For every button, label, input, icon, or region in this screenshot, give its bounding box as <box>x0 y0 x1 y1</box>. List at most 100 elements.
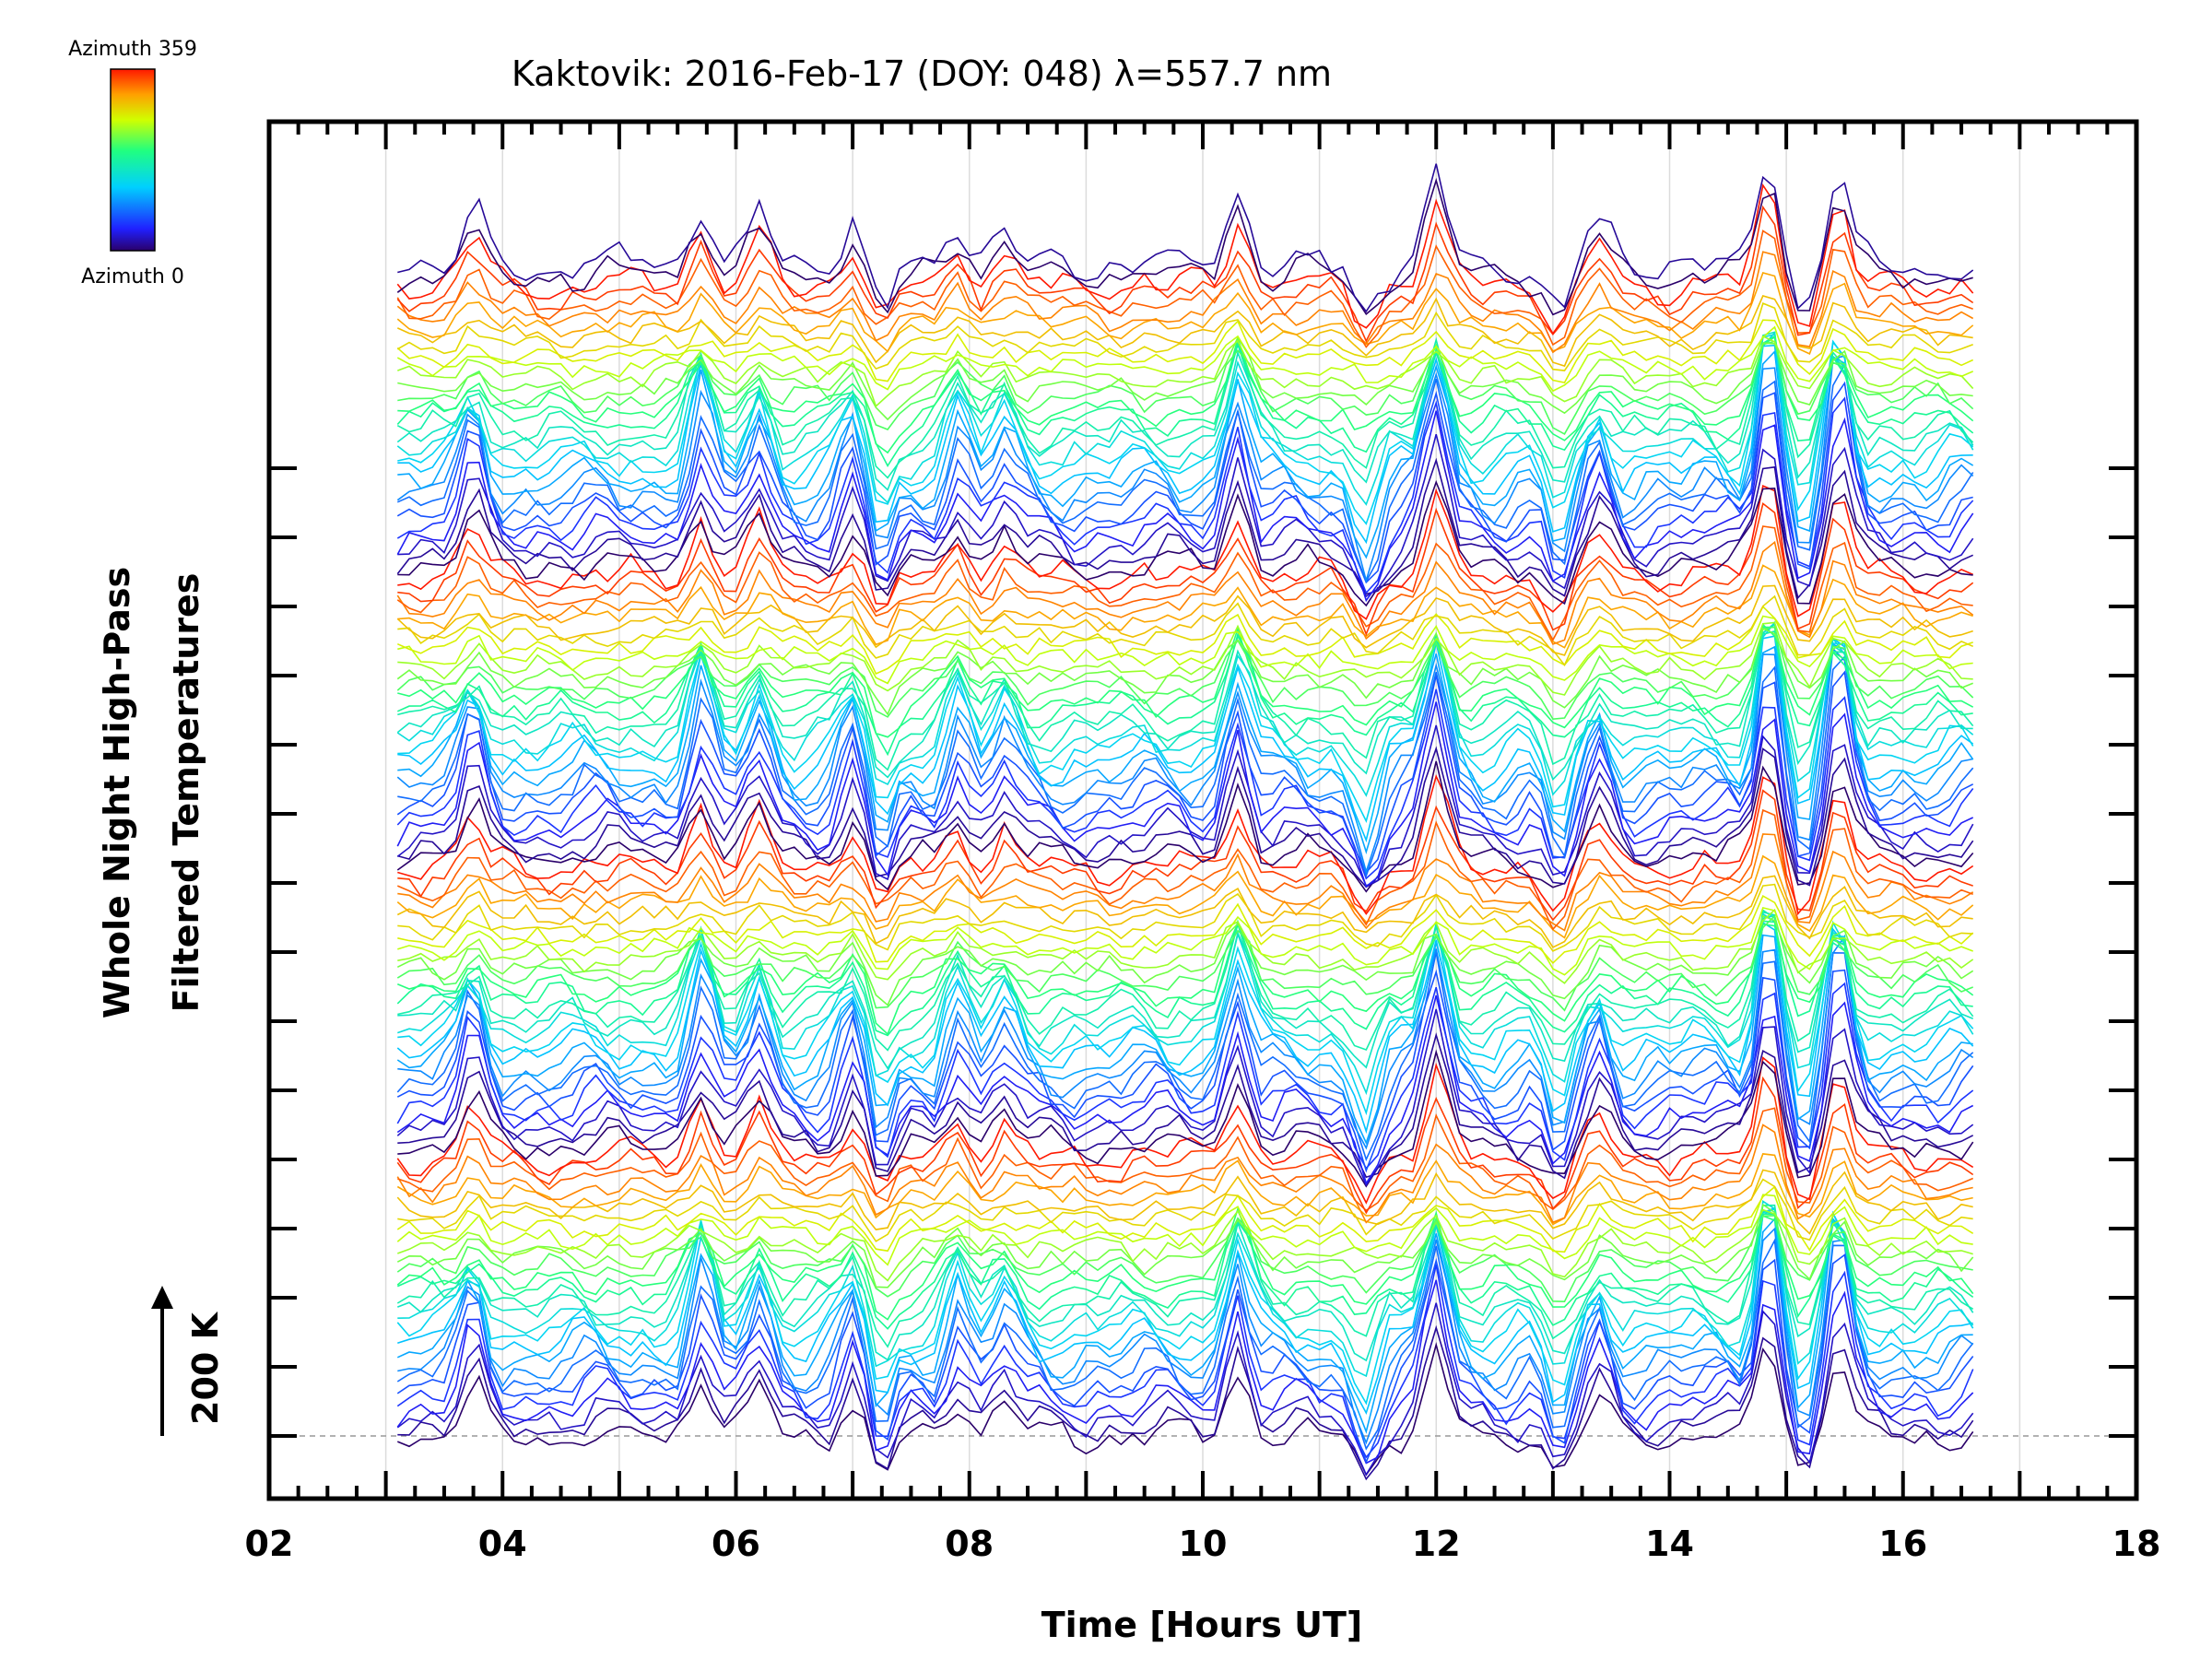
series-line-az-106 <box>397 643 1974 855</box>
series-line-az-93 <box>397 1227 1974 1445</box>
series-line-az-346 <box>397 789 1973 922</box>
series-line-az-40 <box>396 410 1974 603</box>
series-line-az-199 <box>397 335 1974 454</box>
series-line-az-106 <box>397 349 1974 559</box>
x-tick-label: 02 <box>245 1524 294 1564</box>
series-line-az-266 <box>397 894 1974 965</box>
series-line-az-186 <box>396 919 1973 1037</box>
series-line-az-239 <box>397 1208 1973 1282</box>
series-line-az-332 <box>396 525 1973 641</box>
series-line-az-306 <box>396 854 1974 939</box>
y-axis-label-line2: Filtered Temperatures <box>166 573 206 1013</box>
series-line-az-93 <box>397 934 1974 1150</box>
colorbar <box>110 68 156 252</box>
series-line-az-213 <box>396 1215 1973 1303</box>
series-line-az-66 <box>396 969 1974 1173</box>
series-line-az-319 <box>397 833 1974 932</box>
series-line-az-279 <box>397 883 1973 952</box>
series-line-az-213 <box>397 340 1974 435</box>
series-line-az-199 <box>396 1206 1974 1321</box>
series-line-az-253 <box>397 906 1973 976</box>
series-line-az-306 <box>396 272 1974 355</box>
series-line-az-133 <box>397 331 1974 525</box>
series-line-az-279 <box>396 302 1973 371</box>
series-line-az-0 <box>397 479 1973 607</box>
series-group <box>396 163 1974 1481</box>
series-line-az-27 <box>396 1008 1974 1187</box>
chart-title: Kaktovik: 2016-Feb-17 (DOY: 048) λ=557.7… <box>512 53 1332 94</box>
series-line-az-173 <box>397 909 1974 1052</box>
x-axis-label: Time [Hours UT] <box>1041 1605 1363 1645</box>
series-line-az-40 <box>396 1279 1974 1465</box>
scale-label: 200 K <box>185 1311 226 1425</box>
series-line-az-93 <box>396 355 1974 583</box>
series-line-az-186 <box>396 1213 1974 1330</box>
x-tick-label: 08 <box>945 1524 994 1564</box>
series-line-az-239 <box>397 335 1974 408</box>
series-line-az-293 <box>396 1169 1973 1235</box>
series-line-az-93 <box>396 647 1973 875</box>
series-line-az-66 <box>396 670 1974 875</box>
series-line-az-346 <box>397 502 1974 637</box>
series-line-az-359 <box>396 183 1974 335</box>
x-tick-label: 10 <box>1179 1524 1228 1564</box>
series-line-az-66 <box>396 1253 1974 1465</box>
series-line-az-13 <box>396 457 1974 600</box>
series-line-az-40 <box>396 701 1974 888</box>
colorbar-bottom-label: Azimuth 0 <box>81 265 184 288</box>
x-tick-label: 16 <box>1878 1524 1927 1564</box>
series-line-az-13 <box>397 746 1974 888</box>
series-line-az-266 <box>396 1185 1974 1253</box>
series-line-az-199 <box>396 921 1974 1036</box>
scale-arrow <box>151 1286 173 1436</box>
series-line-az-160 <box>396 331 1974 491</box>
series-line-az-173 <box>397 629 1974 771</box>
x-tick-label: 04 <box>478 1524 527 1564</box>
series-line-az-186 <box>396 335 1974 467</box>
series-line-az-106 <box>396 934 1973 1146</box>
series-line-az-213 <box>396 626 1974 721</box>
series-line-az-306 <box>396 1153 1973 1226</box>
series-line-az-226 <box>396 914 1974 1006</box>
series-line-az-120 <box>396 921 1974 1135</box>
series-line-az-253 <box>396 325 1974 393</box>
series-line-az-226 <box>396 627 1974 716</box>
series-line-az-173 <box>396 335 1974 479</box>
series-line-az-66 <box>396 381 1973 584</box>
series-line-az-253 <box>397 615 1973 685</box>
x-tick-label: 06 <box>712 1524 760 1564</box>
series-line-az-146 <box>397 912 1974 1096</box>
series-line-az-80 <box>396 951 1974 1162</box>
series-line-az-120 <box>397 1206 1973 1416</box>
series-line-az-0 <box>396 760 1974 893</box>
series-line-az-346 <box>396 1076 1974 1215</box>
series-line-az-279 <box>397 1178 1973 1242</box>
series-line-az-106 <box>396 1217 1973 1434</box>
x-tick-label: 12 <box>1412 1524 1461 1564</box>
series-line-az-80 <box>397 654 1974 878</box>
x-tick-labels: 02 04 06 08 10 12 14 16 18 <box>245 1524 2161 1564</box>
series-line-az-13 <box>397 1324 1974 1481</box>
series-line-az-13 <box>397 1032 1974 1180</box>
y-axis-label-line1: Whole Night High-Pass <box>97 567 137 1018</box>
series-line-az-146 <box>397 1200 1974 1378</box>
series-line-az-319 <box>396 540 1974 645</box>
series-line-az-27 <box>396 1302 1974 1477</box>
series-line-az-53 <box>396 396 1974 594</box>
series-line-az-160 <box>397 911 1974 1070</box>
series-line-az-13 <box>397 163 1974 313</box>
series-line-az-80 <box>396 362 1974 583</box>
series-line-az-346 <box>396 205 1974 343</box>
series-line-az-332 <box>396 229 1973 348</box>
series-line-az-226 <box>396 1203 1974 1288</box>
series-line-az-27 <box>396 724 1974 888</box>
series-line-az-293 <box>396 875 1973 948</box>
series-line-az-319 <box>396 251 1974 354</box>
series-line-az-160 <box>396 622 1973 782</box>
series-line-az-186 <box>396 626 1973 757</box>
series-line-az-359 <box>396 1056 1974 1205</box>
series-line-az-0 <box>396 177 1973 316</box>
series-line-az-293 <box>396 295 1973 368</box>
series-line-az-53 <box>396 982 1974 1170</box>
series-line-az-173 <box>396 1204 1974 1348</box>
